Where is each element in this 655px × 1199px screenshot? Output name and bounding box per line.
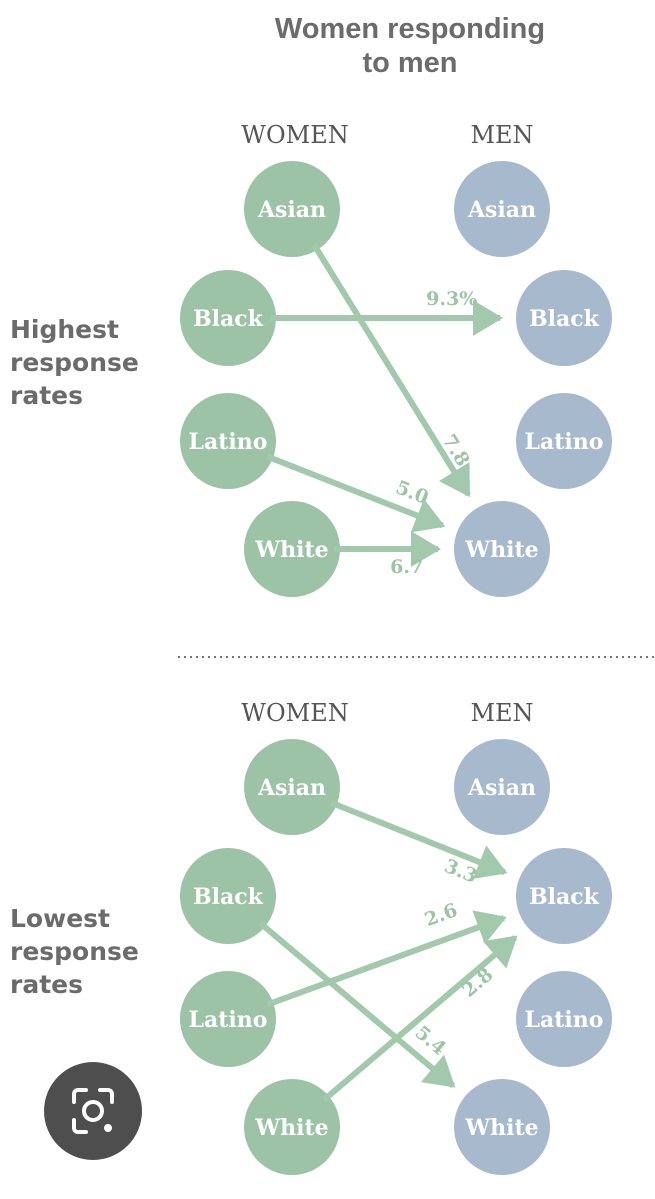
women-node-latino-1 — [180, 971, 276, 1067]
men-node-black-0 — [516, 270, 612, 366]
men-node-label-asian-1: Asian — [467, 775, 536, 801]
link-value-white-to-black-1: 2.8 — [458, 964, 497, 1002]
women-node-label-asian-0: Asian — [257, 197, 326, 223]
men-node-label-black-0: Black — [529, 306, 600, 332]
men-header-1: MEN — [470, 699, 533, 727]
men-node-asian-1 — [454, 739, 550, 835]
men-node-label-black-1: Black — [529, 884, 600, 910]
chart-title: Women responding to men — [274, 13, 546, 79]
men-node-latino-1 — [516, 971, 612, 1067]
men-node-latino-0 — [516, 393, 612, 489]
women-node-label-black-1: Black — [193, 884, 264, 910]
women-node-label-white-1: White — [254, 1115, 328, 1141]
men-node-label-white-0: White — [464, 537, 538, 563]
section-label-lowest: Lowest response rates — [10, 904, 139, 999]
women-node-label-black-0: Black — [193, 306, 264, 332]
link-arrow-asian-to-white-0 — [311, 243, 471, 498]
women-node-black-1 — [180, 848, 276, 944]
link-arrow-latino-to-black-1 — [266, 910, 507, 1008]
women-node-black-0 — [180, 270, 276, 366]
link-value-asian-to-white-0: 7.8 — [438, 431, 474, 471]
women-node-latino-0 — [180, 393, 276, 489]
men-node-label-white-1: White — [464, 1115, 538, 1141]
men-node-label-asian-0: Asian — [467, 197, 536, 223]
women-node-white-1 — [244, 1079, 340, 1175]
women-node-label-latino-1: Latino — [189, 1007, 268, 1033]
link-arrow-asian-to-black-1 — [329, 799, 508, 879]
men-node-asian-0 — [454, 161, 550, 257]
men-node-black-1 — [516, 848, 612, 944]
women-node-label-asian-1: Asian — [257, 775, 326, 801]
link-arrow-latino-to-white-0 — [265, 453, 446, 533]
men-node-label-latino-1: Latino — [525, 1007, 604, 1033]
women-node-white-0 — [244, 501, 340, 597]
link-arrow-black-to-white-1 — [258, 920, 456, 1089]
women-header-0: WOMEN — [241, 121, 348, 149]
link-value-latino-to-black-1: 2.6 — [422, 899, 461, 931]
link-arrow-white-to-black-1 — [322, 935, 518, 1103]
women-node-asian-1 — [244, 739, 340, 835]
section-label-highest: Highest response rates — [10, 315, 139, 410]
women-node-label-latino-0: Latino — [189, 429, 268, 455]
camera-lens-icon — [72, 1088, 114, 1134]
men-node-white-1 — [454, 1079, 550, 1175]
women-node-asian-0 — [244, 161, 340, 257]
link-value-latino-to-white-0: 5.0 — [393, 476, 432, 509]
women-header-1: WOMEN — [241, 699, 348, 727]
link-value-white-to-white-0: 6.7 — [390, 556, 423, 578]
men-node-label-latino-0: Latino — [525, 429, 604, 455]
men-header-0: MEN — [470, 121, 533, 149]
men-node-white-0 — [454, 501, 550, 597]
lens-button[interactable] — [44, 1062, 142, 1160]
link-value-black-to-black-0: 9.3% — [426, 288, 477, 310]
women-node-label-white-0: White — [254, 537, 328, 563]
